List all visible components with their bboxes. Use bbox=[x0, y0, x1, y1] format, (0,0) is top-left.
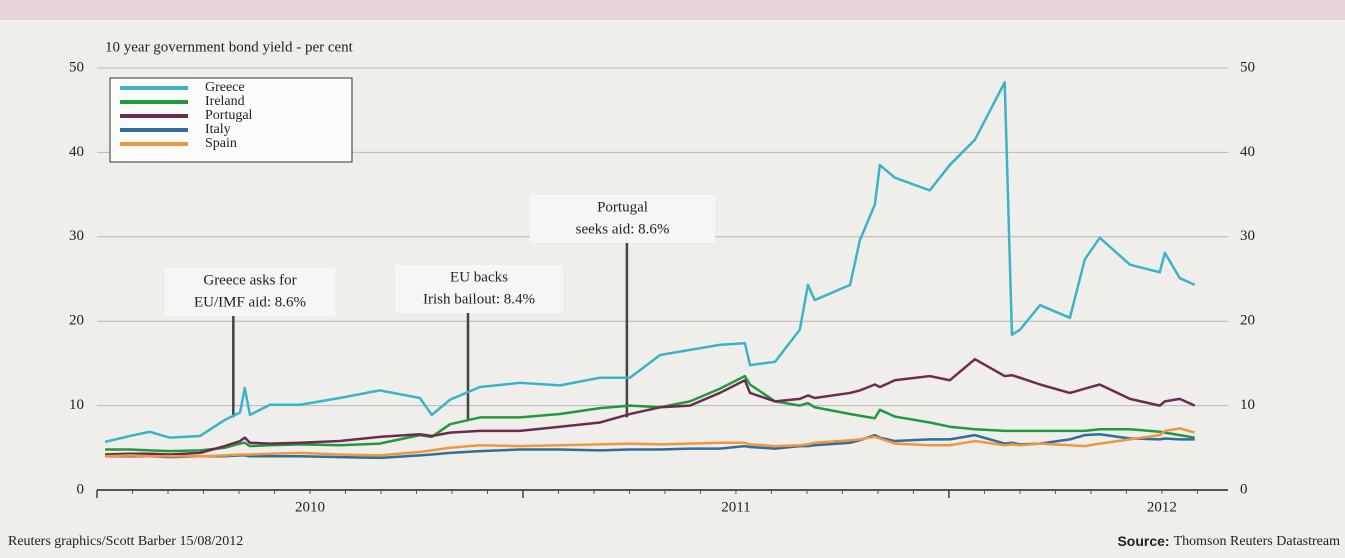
x-tick-label: 2010 bbox=[295, 499, 325, 515]
y-tick-label: 20 bbox=[69, 313, 84, 329]
line-series bbox=[104, 81, 1196, 444]
y-tick-label: 0 bbox=[77, 481, 85, 497]
annotation-text: Portugal bbox=[597, 199, 648, 215]
header-band bbox=[0, 0, 1345, 20]
y-tick-label: 50 bbox=[69, 59, 84, 75]
x-tick-label: 2011 bbox=[721, 499, 750, 515]
annotation-text: EU backs bbox=[450, 269, 508, 285]
source-label: Source: bbox=[1117, 533, 1169, 549]
annotation-text: seeks aid: 8.6% bbox=[576, 221, 670, 237]
annotation-box bbox=[165, 268, 335, 316]
y-tick-label: 10 bbox=[69, 397, 84, 413]
y2-tick-label: 30 bbox=[1240, 228, 1255, 244]
annotation-box bbox=[530, 195, 715, 243]
line-series bbox=[105, 374, 1195, 453]
annotation-box bbox=[395, 265, 563, 313]
legend-label: Spain bbox=[205, 136, 237, 151]
y-tick-label: 30 bbox=[69, 228, 84, 244]
x-tick-label: 2012 bbox=[1147, 499, 1177, 515]
legend-label: Portugal bbox=[205, 108, 253, 123]
y2-tick-label: 40 bbox=[1240, 144, 1255, 160]
legend-label: Ireland bbox=[205, 94, 245, 109]
y-tick-label: 40 bbox=[69, 144, 84, 160]
y2-tick-label: 10 bbox=[1240, 397, 1255, 413]
legend-box bbox=[109, 77, 353, 163]
annotation-text: Irish bailout: 8.4% bbox=[423, 291, 535, 307]
y2-tick-label: 50 bbox=[1240, 59, 1255, 75]
y2-tick-label: 20 bbox=[1240, 313, 1255, 329]
source: Source: Thomson Reuters Datastream bbox=[1117, 533, 1340, 550]
line-series bbox=[105, 427, 1196, 458]
annotation-text: Greece asks for bbox=[203, 272, 296, 288]
line-series bbox=[105, 357, 1196, 456]
legend-label: Italy bbox=[205, 122, 231, 137]
y2-tick-label: 0 bbox=[1240, 481, 1248, 497]
source-text: Thomson Reuters Datastream bbox=[1174, 534, 1341, 549]
y-axis-label: 10 year government bond yield - per cent bbox=[105, 39, 354, 55]
annotation-text: EU/IMF aid: 8.6% bbox=[194, 294, 306, 310]
legend-label: Greece bbox=[205, 80, 245, 95]
credit: Reuters graphics/Scott Barber 15/08/2012 bbox=[8, 534, 243, 549]
